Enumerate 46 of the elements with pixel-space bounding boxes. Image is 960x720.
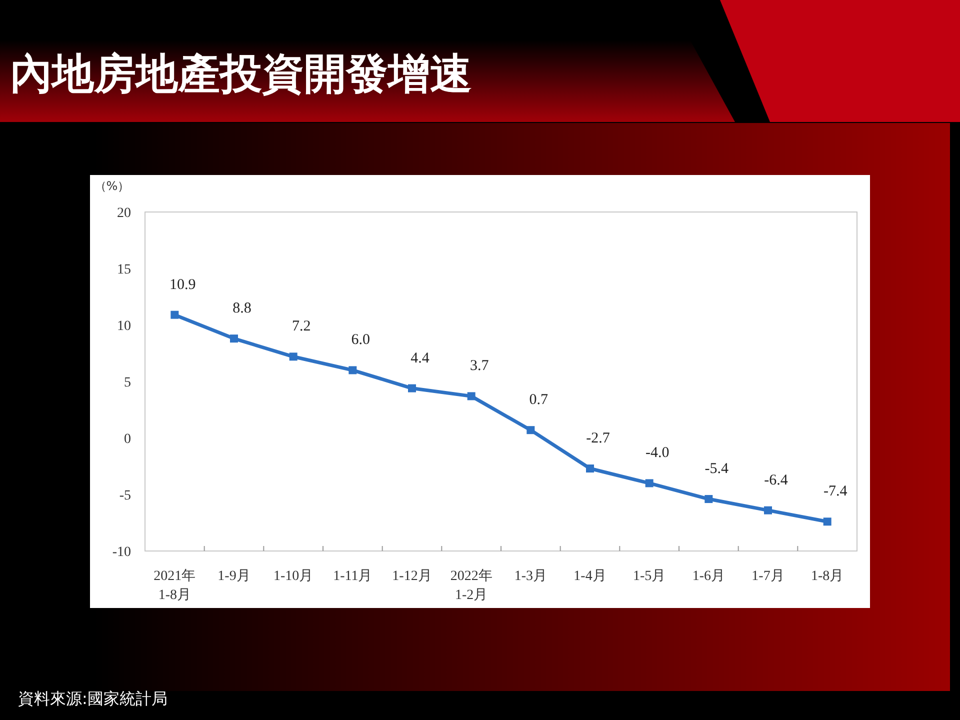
x-tick-label: 1-7月 xyxy=(752,569,784,584)
data-label: 3.7 xyxy=(470,358,490,374)
point xyxy=(230,334,238,343)
point xyxy=(526,426,535,434)
data-label: 10.9 xyxy=(170,276,196,293)
y-tick-label: 20 xyxy=(117,206,131,221)
x-tick-label: 1-9月 xyxy=(218,569,250,584)
x-tick-label: 2022年 1-2月 xyxy=(450,568,492,603)
data-label: 4.4 xyxy=(410,350,430,366)
x-tick-label: 1-3月 xyxy=(514,569,548,584)
x-tick-label: 1-6月 xyxy=(692,569,726,584)
x-tick-label: 1-11月 xyxy=(333,569,372,584)
y-axis-title: （%） xyxy=(94,179,130,193)
point xyxy=(170,310,179,319)
y-tick-label: 0 xyxy=(124,432,131,447)
x-tick-label: 1-10月 xyxy=(273,569,314,584)
point xyxy=(645,479,654,488)
y-tick-label: 15 xyxy=(117,262,131,278)
data-label: 0.7 xyxy=(529,392,549,408)
x-tick-label: 1-4月 xyxy=(574,569,606,584)
point xyxy=(289,352,298,361)
data-label: 6.0 xyxy=(351,332,370,348)
point xyxy=(467,392,476,400)
x-tick-label: 1-8月 xyxy=(810,569,844,584)
point xyxy=(408,384,416,392)
y-tick-label: -10 xyxy=(112,545,131,560)
title: 內地房地產投資開發增速 xyxy=(10,49,472,98)
y-tick-label: -5 xyxy=(119,488,131,504)
data-label: 7.2 xyxy=(292,318,311,335)
data-label: -7.4 xyxy=(823,484,848,500)
source-note: 資料來源:國家統計局 xyxy=(18,689,168,708)
y-tick-label: 5 xyxy=(124,376,131,390)
point xyxy=(704,495,713,504)
x-tick-label: 1-12月 xyxy=(392,569,432,584)
x-tick-label: 2021年 1-8月 xyxy=(154,568,196,603)
x-tick-label: 1-5月 xyxy=(632,569,666,584)
point xyxy=(586,464,594,473)
point xyxy=(823,518,832,526)
data-label: -5.4 xyxy=(704,461,730,478)
data-label: -4.0 xyxy=(645,445,670,462)
data-label: 8.8 xyxy=(232,300,252,317)
point xyxy=(764,506,772,514)
point xyxy=(348,366,357,374)
data-label: -6.4 xyxy=(764,472,788,488)
y-tick-label: 10 xyxy=(117,319,131,334)
data-label: -2.7 xyxy=(586,430,610,447)
